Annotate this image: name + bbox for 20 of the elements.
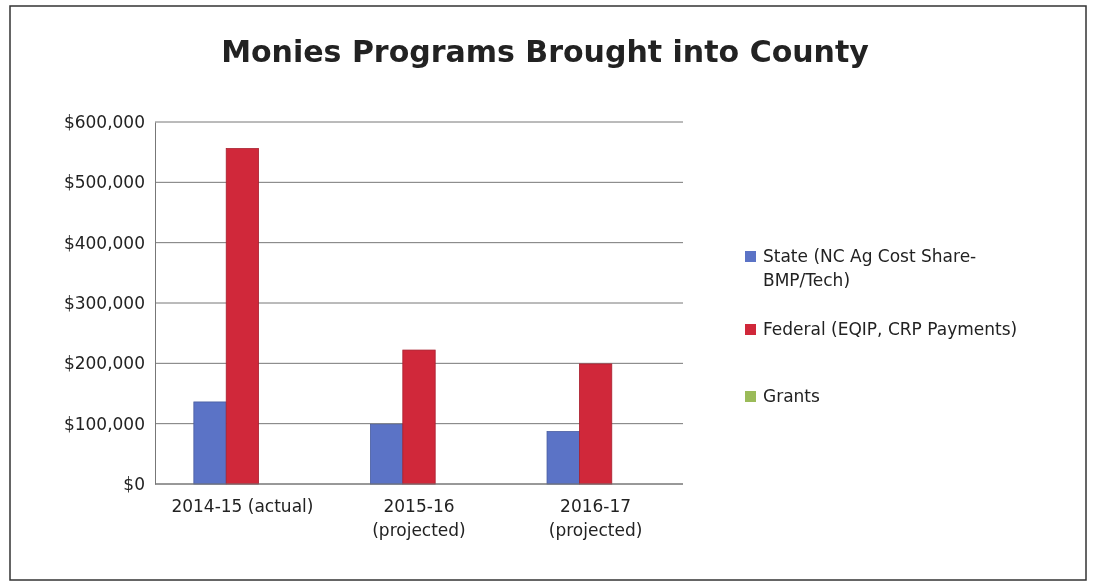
bar <box>370 423 404 485</box>
legend-label: State (NC Ag Cost Share- BMP/Tech) <box>763 246 977 290</box>
y-tick-label: $400,000 <box>63 232 145 253</box>
x-tick-label: 2014-15 (actual) <box>171 496 314 516</box>
x-tick-label: 2015-16 (projected) <box>372 496 466 540</box>
y-tick-label: $200,000 <box>63 353 145 374</box>
chart-title: Monies Programs Brought into County <box>221 34 870 69</box>
bar <box>402 349 436 485</box>
y-tick-label: $500,000 <box>63 172 145 193</box>
bar <box>193 401 227 485</box>
y-tick-label: $600,000 <box>63 111 145 132</box>
y-tick-label: $300,000 <box>63 292 145 313</box>
bar <box>225 148 259 485</box>
bar <box>546 431 580 485</box>
y-tick-label: $0 <box>123 473 145 494</box>
legend-label: Federal (EQIP, CRP Payments) <box>763 319 1018 339</box>
x-tick-label: 2016-17 (projected) <box>548 496 643 540</box>
y-tick-label: $100,000 <box>63 413 145 434</box>
legend-label: Grants <box>763 386 821 406</box>
bar <box>579 363 613 485</box>
